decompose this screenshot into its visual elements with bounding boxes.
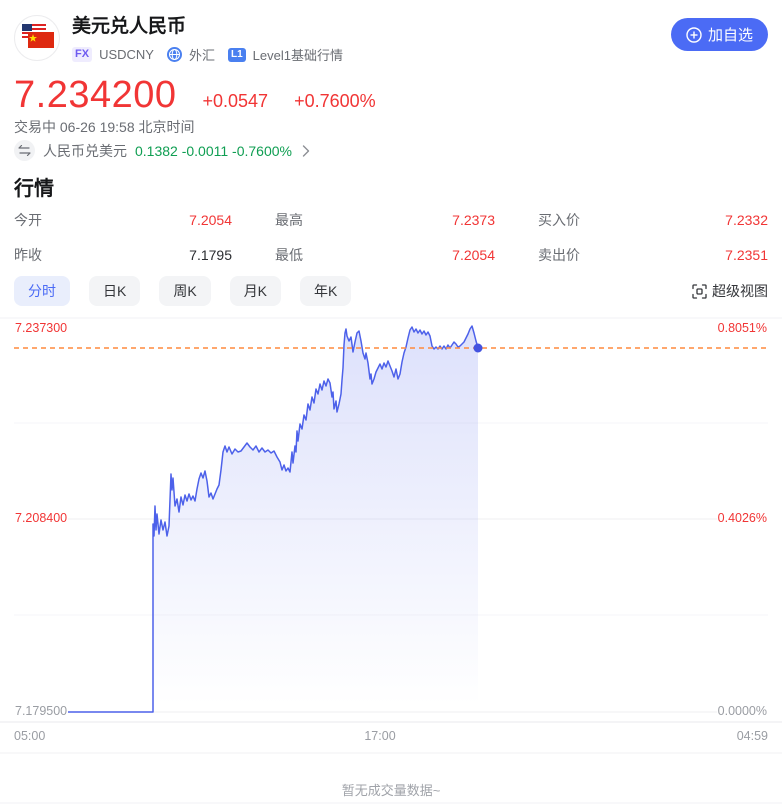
y-axis-pct-high: 0.8051%	[716, 321, 768, 336]
inverse-pair-name: 人民币兑美元	[43, 142, 127, 159]
add-watchlist-label: 加自选	[707, 27, 753, 44]
market-cell: 昨收 7.1795	[14, 245, 232, 265]
market-cell-label: 昨收	[14, 247, 42, 263]
y-axis-label-mid: 7.208400	[14, 511, 69, 526]
market-cell-value: 7.2351	[725, 247, 768, 263]
chart-tabs: 分时 日K 周K 月K 年K 超级视图	[14, 276, 768, 306]
fx-badge: FX	[72, 47, 93, 62]
last-price: 7.234200	[14, 74, 177, 116]
chevron-right-icon	[302, 144, 310, 157]
market-cell: 买入价 7.2332	[538, 210, 768, 230]
price-row: 7.234200 +0.0547 +0.7600%	[14, 74, 376, 117]
market-cell-label: 最高	[275, 212, 303, 228]
inverse-pair-values: 0.1382 -0.0011 -0.7600%	[135, 142, 292, 159]
market-grid: 今开 7.2054 最高 7.2373 买入价 7.2332 昨收 7.1795 最低 7.205…	[14, 210, 768, 265]
price-change: +0.0547	[202, 91, 269, 111]
x-axis-label-open: 05:00	[14, 729, 46, 743]
super-view-label: 超级视图	[712, 283, 768, 299]
tag-row: FX USDCNY 外汇 L1 Level1基础行情	[72, 45, 671, 64]
level1-icon: L1	[227, 47, 246, 62]
no-volume-message: 暂无成交量数据~	[341, 783, 441, 798]
y-axis-pct-low: 0.0000%	[716, 704, 768, 719]
scan-icon	[692, 283, 707, 299]
tab-年K[interactable]: 年K	[300, 276, 352, 306]
plus-circle-icon	[686, 26, 702, 43]
symbol-code: USDCNY	[99, 47, 154, 62]
market-cell: 卖出价 7.2351	[538, 245, 768, 265]
market-cell-label: 最低	[275, 247, 303, 263]
trading-status: 交易中 06-26 19:58 北京时间	[14, 119, 195, 135]
intraday-chart[interactable]: 7.237300 0.8051% 7.208400 0.4026% 7.1795…	[0, 310, 782, 808]
market-cell-value: 7.2054	[189, 212, 232, 228]
market-cell-value: 7.2332	[725, 212, 768, 228]
tab-日K[interactable]: 日K	[89, 276, 141, 306]
market-cell-value: 7.2373	[452, 212, 495, 228]
market-type-label: 外汇	[188, 48, 215, 63]
price-change-pct: +0.7600%	[294, 91, 376, 111]
tab-月K[interactable]: 月K	[229, 276, 282, 306]
y-axis-label-high: 7.237300	[14, 321, 69, 336]
cn-flag-icon	[28, 32, 54, 48]
market-cell-value: 7.1795	[189, 247, 232, 263]
x-axis-label-close: 04:59	[736, 729, 768, 743]
add-watchlist-button[interactable]: 加自选	[670, 18, 768, 51]
x-axis-label-mid: 17:00	[364, 729, 396, 743]
y-axis-pct-mid: 0.4026%	[716, 511, 768, 526]
timeseries-plot	[0, 317, 782, 804]
market-cell: 今开 7.2054	[14, 210, 232, 230]
market-cell: 最低 7.2054	[275, 245, 495, 265]
market-cell-label: 卖出价	[538, 247, 580, 263]
inverse-pair-row[interactable]: 人民币兑美元 0.1382 -0.0011 -0.7600%	[14, 140, 310, 161]
market-cell-label: 买入价	[538, 212, 580, 228]
tab-intraday[interactable]: 分时	[14, 276, 70, 306]
market-cell: 最高 7.2373	[275, 210, 495, 230]
market-cell-label: 今开	[14, 212, 42, 228]
market-cell-value: 7.2054	[452, 247, 495, 263]
pair-avatar	[14, 15, 60, 61]
level-label: Level1基础行情	[252, 48, 343, 63]
super-view-button[interactable]: 超级视图	[692, 281, 768, 301]
page-title: 美元兑人民币	[72, 16, 187, 37]
y-axis-label-low: 7.179500	[14, 704, 69, 719]
globe-icon	[166, 47, 182, 62]
header: 美元兑人民币 FX USDCNY 外汇 L1 Level1基础行情	[14, 15, 768, 64]
market-section-title: 行情	[14, 178, 54, 200]
tab-周K[interactable]: 周K	[159, 276, 211, 306]
swap-icon	[14, 140, 35, 161]
title-block: 美元兑人民币 FX USDCNY 外汇 L1 Level1基础行情	[72, 15, 671, 64]
